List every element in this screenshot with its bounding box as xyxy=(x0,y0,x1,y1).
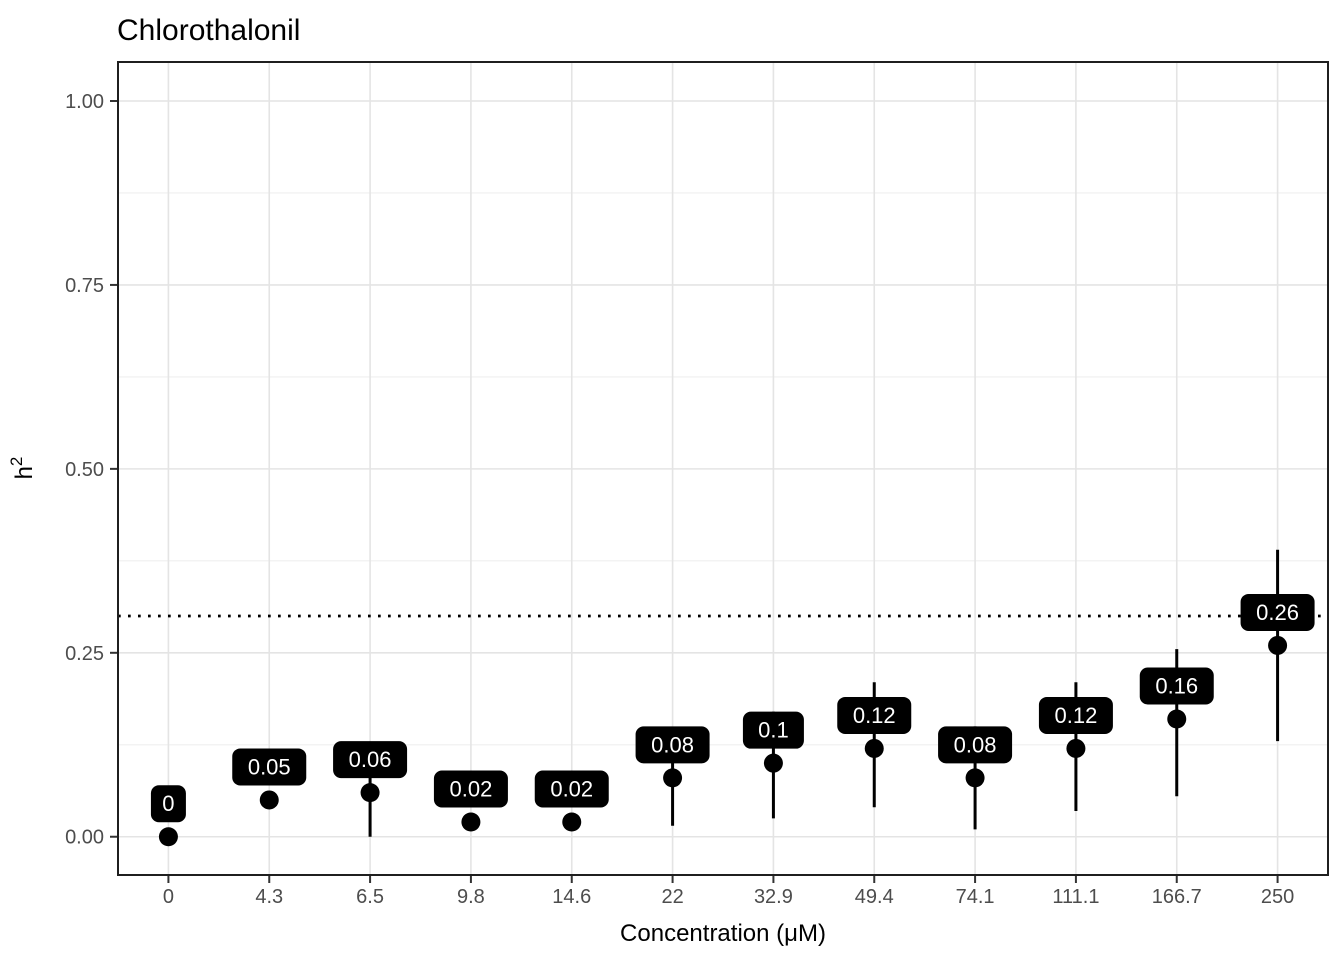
panel-border xyxy=(117,61,1329,876)
value-label: 0.1 xyxy=(742,711,804,749)
value-label-box xyxy=(1038,696,1113,734)
chart-title: Chlorothalonil xyxy=(117,14,300,47)
value-label: 0.12 xyxy=(837,696,912,734)
value-label: 0.06 xyxy=(333,741,408,779)
value-label: 0.02 xyxy=(433,770,508,808)
x-tick-label: 111.1 xyxy=(1052,886,1099,908)
value-label: 0.26 xyxy=(1240,593,1315,631)
x-tick-label: 14.6 xyxy=(552,886,591,908)
x-tick-label: 6.5 xyxy=(356,886,384,908)
data-point xyxy=(763,753,783,773)
value-label: 0.12 xyxy=(1038,696,1113,734)
x-axis-title: Concentration (μM) xyxy=(620,920,826,947)
data-point xyxy=(1268,635,1288,655)
data-point xyxy=(461,812,481,832)
value-label-box xyxy=(742,711,804,749)
y-axis-title: h2 xyxy=(7,457,38,480)
data-point xyxy=(1167,709,1187,729)
value-label-box xyxy=(333,741,408,779)
value-label-text: 0.02 xyxy=(550,777,593,802)
data-point xyxy=(259,790,279,810)
data-point xyxy=(663,768,683,788)
value-label-box xyxy=(635,726,710,764)
value-label-text: 0.02 xyxy=(450,777,493,802)
value-label: 0.08 xyxy=(938,726,1013,764)
y-tick-label: 0.25 xyxy=(65,643,104,665)
value-label-box xyxy=(150,785,186,823)
x-tick-label: 9.8 xyxy=(457,886,485,908)
value-label: 0 xyxy=(150,785,186,823)
y-axis-title-superscript: 2 xyxy=(7,457,26,466)
y-tick-label: 0.50 xyxy=(65,459,104,481)
value-label: 0.05 xyxy=(232,748,307,786)
value-label-text: 0.06 xyxy=(349,747,392,772)
y-tick-label: 0.75 xyxy=(65,275,104,297)
value-label-box xyxy=(837,696,912,734)
value-label-text: 0.12 xyxy=(853,703,896,728)
value-label-text: 0.1 xyxy=(758,718,789,743)
x-tick-label: 0 xyxy=(163,886,174,908)
value-label-text: 0 xyxy=(162,791,174,816)
x-tick-label: 166.7 xyxy=(1152,886,1202,908)
value-label-text: 0.08 xyxy=(954,732,997,757)
y-axis-title-base: h xyxy=(11,466,38,479)
value-label-text: 0.08 xyxy=(651,732,694,757)
value-label-box xyxy=(232,748,307,786)
data-point xyxy=(158,827,178,847)
data-point xyxy=(965,768,985,788)
value-label: 0.02 xyxy=(534,770,609,808)
value-label: 0.08 xyxy=(635,726,710,764)
value-label-text: 0.26 xyxy=(1256,600,1299,625)
value-label-box xyxy=(1240,593,1315,631)
x-tick-label: 22 xyxy=(661,886,683,908)
x-tick-label: 74.1 xyxy=(956,886,995,908)
value-label-box xyxy=(1139,667,1214,705)
value-label-text: 0.05 xyxy=(248,754,291,779)
y-tick-label: 1.00 xyxy=(65,91,104,113)
value-label-box xyxy=(938,726,1013,764)
data-point xyxy=(1066,738,1086,758)
data-point xyxy=(864,738,884,758)
value-label: 0.16 xyxy=(1139,667,1214,705)
y-tick-label: 0.00 xyxy=(65,827,104,849)
x-tick-label: 32.9 xyxy=(754,886,793,908)
x-tick-label: 4.3 xyxy=(255,886,283,908)
value-label-box xyxy=(433,770,508,808)
data-point xyxy=(562,812,582,832)
plot-panel: 0 0.05 0.06 0.02 0.02 0.08 0.1 0.12 0.08 0.12 0.16… xyxy=(65,61,1329,908)
value-label-box xyxy=(534,770,609,808)
x-tick-label: 250 xyxy=(1261,886,1294,908)
data-point xyxy=(360,783,380,803)
value-label-text: 0.12 xyxy=(1055,703,1098,728)
x-tick-label: 49.4 xyxy=(855,886,894,908)
value-label-text: 0.16 xyxy=(1155,674,1198,699)
